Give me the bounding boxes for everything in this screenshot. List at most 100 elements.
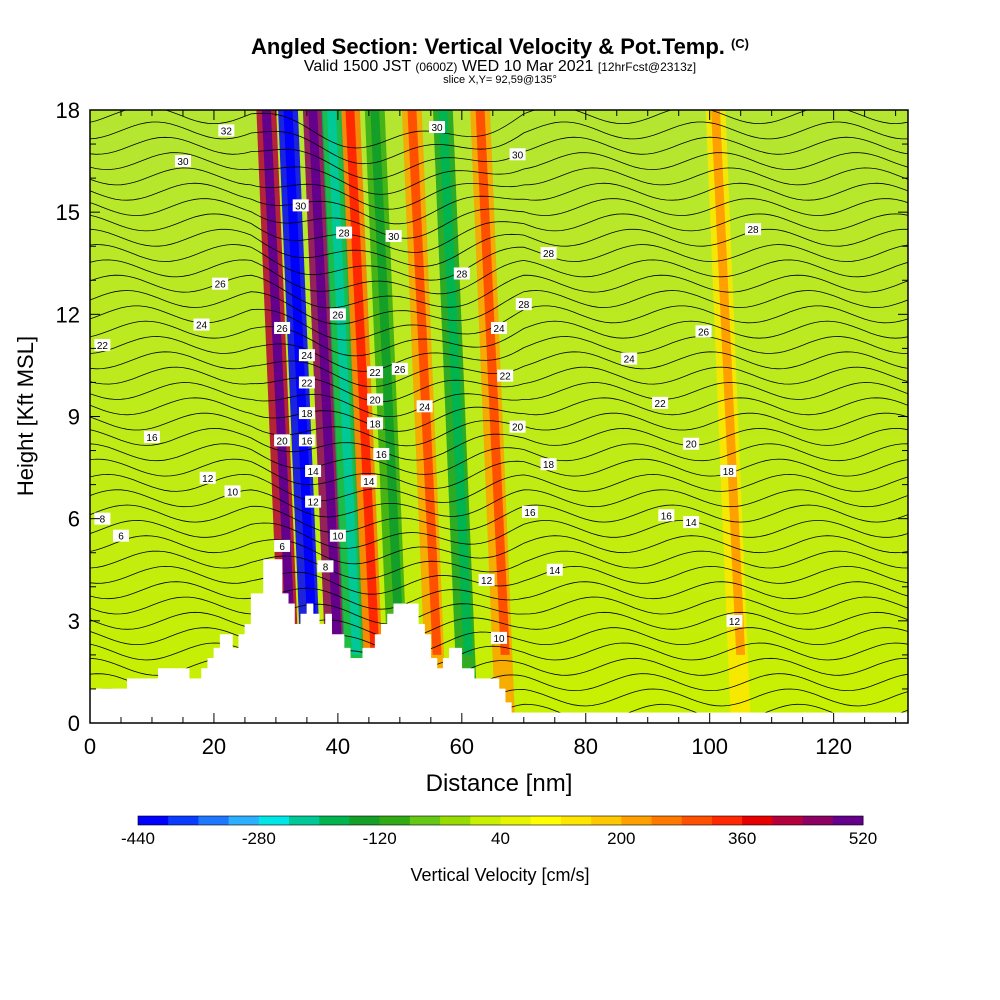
isentrope-label-bg xyxy=(112,529,129,542)
isentrope-label: 12 xyxy=(729,617,741,628)
y-tick-label: 12 xyxy=(56,302,80,327)
colorbar-tick-label: -280 xyxy=(242,829,276,848)
isentrope-label: 28 xyxy=(518,300,530,311)
downdraft-core xyxy=(370,110,405,655)
isentrope-label-bg xyxy=(298,407,315,420)
isentrope-line xyxy=(90,565,908,595)
isentrope-label-bg xyxy=(497,369,514,382)
colorbar-swatch xyxy=(168,816,199,825)
isentrope-line xyxy=(90,412,908,447)
isentrope-label-bg xyxy=(94,338,111,351)
isentrope-label: 18 xyxy=(723,467,735,478)
isentrope-label-bg xyxy=(658,509,675,522)
isentrope-label-bg xyxy=(360,475,377,488)
isentrope-line xyxy=(90,611,908,640)
terrain-profile xyxy=(89,559,909,724)
colorbar-tick-label: -440 xyxy=(121,829,155,848)
isentrope-label: 10 xyxy=(332,532,344,543)
x-tick-label: 20 xyxy=(202,734,226,759)
isentrope-line xyxy=(90,504,908,534)
isentrope-line xyxy=(90,213,908,253)
valid-prefix: Valid 1500 JST xyxy=(303,58,411,75)
isentrope-label-bg xyxy=(491,321,507,334)
isentrope-label-bg xyxy=(174,155,191,168)
y-axis-label: Height [Kft MSL] xyxy=(13,336,38,496)
y-axis: 0 3 6 9 12 15 18 xyxy=(56,98,908,736)
x-axis: 0 20 40 60 80 100 120 xyxy=(84,110,897,759)
colorbar-tick-label: 360 xyxy=(728,829,756,848)
isentrope-label: 28 xyxy=(456,269,468,280)
y-tick-label: 9 xyxy=(68,405,80,430)
isentrope-label-bg xyxy=(521,505,538,518)
isentrope-label-bg xyxy=(305,495,322,508)
colorbar-swatch xyxy=(379,816,411,825)
isentrope-label: 24 xyxy=(624,355,636,366)
isentrope-label: 26 xyxy=(215,280,227,291)
isentrope-label: 16 xyxy=(661,511,673,522)
isentrope-label: 16 xyxy=(524,508,536,519)
isentrope-label-bg xyxy=(385,230,402,243)
isentrope-label: 14 xyxy=(308,467,320,478)
isentrope-line xyxy=(90,581,908,610)
colorbar-swatch xyxy=(681,816,713,825)
colorbar: -440 -280 -120 40 200 360 520 xyxy=(121,815,877,848)
colorbar-swatch xyxy=(802,816,834,825)
isentrope-label-bg xyxy=(218,124,235,137)
isentrope-label-bg xyxy=(391,362,408,375)
isentrope-label: 8 xyxy=(323,562,329,573)
terrain-layer xyxy=(89,559,909,724)
isentrope-line xyxy=(90,473,908,503)
isentrope-label-bg xyxy=(305,464,322,477)
isentrope-label-bg xyxy=(317,560,334,573)
isentrope-label: 22 xyxy=(655,399,667,410)
downdraft-core xyxy=(326,110,361,655)
isentrope-label: 24 xyxy=(196,321,208,332)
chart-title: Angled Section: Vertical Velocity & Pot.… xyxy=(0,36,1000,58)
isentrope-label: 20 xyxy=(686,440,698,451)
x-axis-label: Distance [nm] xyxy=(426,770,573,797)
isentrope-label: 14 xyxy=(549,566,561,577)
colorbar-swatch xyxy=(621,816,653,825)
isentrope-label-bg xyxy=(274,321,291,334)
isentrope-line xyxy=(90,182,908,225)
isentrope-label: 24 xyxy=(493,324,505,335)
colorbar-swatch xyxy=(772,816,804,825)
isentrope-line xyxy=(90,443,908,475)
isentrope-line xyxy=(90,121,908,165)
isentrope-label-bg xyxy=(652,396,669,409)
isentrope-label: 18 xyxy=(543,460,555,471)
isentrope-label: 6 xyxy=(279,542,285,553)
isentrope-label: 20 xyxy=(512,423,524,434)
chart-subtitle: Valid 1500 JST (0600Z) WED 10 Mar 2021 [… xyxy=(0,59,1000,75)
isentrope-label-bg xyxy=(509,420,526,433)
colorbar-swatch xyxy=(832,816,864,825)
isentrope-label-bg xyxy=(367,417,384,430)
colorbar-swatch xyxy=(198,816,230,825)
colorbar-swatch xyxy=(742,816,773,825)
colorbar-swatch xyxy=(319,816,350,825)
isentrope-label-bg xyxy=(224,485,241,498)
isentrope-label-bg xyxy=(540,247,557,260)
chart-title-block: Angled Section: Vertical Velocity & Pot.… xyxy=(0,36,1000,86)
isentrope-label: 12 xyxy=(202,474,214,485)
x-tick-label: 0 xyxy=(84,734,96,759)
isentrope-label: 16 xyxy=(376,450,388,461)
isentrope-label: 22 xyxy=(500,372,512,383)
isentrope-line xyxy=(90,167,908,210)
isentrope-label-bg xyxy=(199,471,216,484)
isentrope-line xyxy=(90,458,908,489)
title-units: (C) xyxy=(730,36,749,51)
colorbar-swatch xyxy=(228,816,260,825)
x-tick-label: 100 xyxy=(691,734,728,759)
colorbar-swatch xyxy=(440,816,471,825)
isentrope-label-bg xyxy=(298,349,315,362)
isentrope-line xyxy=(90,336,908,372)
isentrope-label: 30 xyxy=(177,157,189,168)
isentrope-label-bg xyxy=(540,458,557,471)
updraft-core xyxy=(407,110,442,655)
isentrope-line xyxy=(90,427,908,461)
isentrope-label-bg xyxy=(416,400,433,413)
isentrope-label-bg xyxy=(478,573,495,586)
isentrope-label: 6 xyxy=(118,532,124,543)
isentrope-label-bg xyxy=(292,199,309,212)
